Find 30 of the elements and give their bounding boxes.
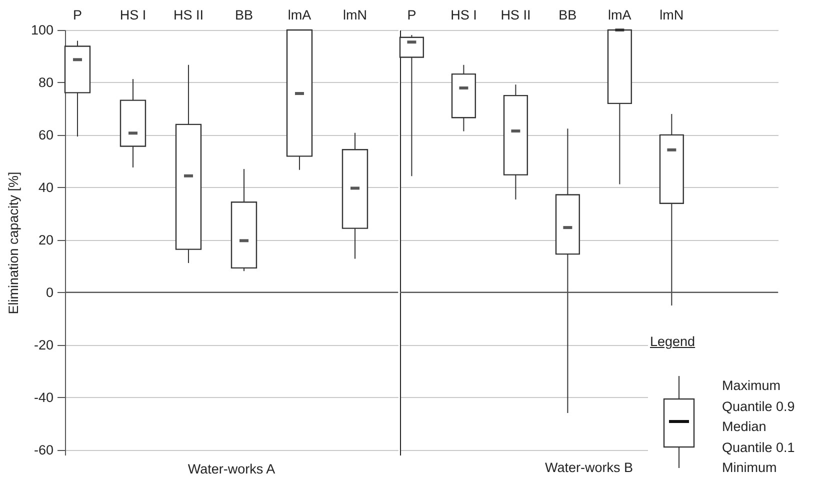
x-tick-label: lmA <box>288 8 312 22</box>
text: Minimum <box>722 459 777 477</box>
x-tick-label: BB <box>234 8 253 22</box>
y-tick-label: -40 <box>34 390 54 405</box>
y-tick-label: 60 <box>38 127 54 142</box>
x-tick-label: lmA <box>608 8 632 22</box>
x-tick-label: HS I <box>120 8 146 22</box>
x-tick-label: HS II <box>500 8 531 22</box>
y-axis-title: Elimination capacity [%] <box>6 172 21 314</box>
y-tick-label: 0 <box>46 284 54 300</box>
text: Median <box>722 418 766 436</box>
text: Maximum <box>722 377 781 395</box>
y-tick-label: -60 <box>34 442 54 458</box>
annotation: Legend <box>650 334 696 349</box>
text: Quantile 0.9 <box>722 398 795 416</box>
x-tick-label: BB <box>558 8 577 22</box>
y-tick-label: -20 <box>34 337 54 352</box>
x-tick-label: HS II <box>173 8 204 22</box>
y-tick-label: 40 <box>38 180 54 195</box>
y-tick-label: 80 <box>38 74 54 90</box>
x-tick-label: HS I <box>450 8 477 22</box>
text: Quantile 0.1 <box>722 438 795 456</box>
x-tick-label: P <box>407 8 416 22</box>
x-tick-label: lmN <box>342 8 367 22</box>
x-axis-title: Water-works A <box>188 461 276 476</box>
y-tick-label: 20 <box>38 232 54 248</box>
x-tick-label: lmN <box>660 8 684 22</box>
x-axis-title: Water-works B <box>544 460 634 475</box>
y-tick-label: 100 <box>30 22 54 38</box>
x-tick-label: P <box>72 8 82 22</box>
